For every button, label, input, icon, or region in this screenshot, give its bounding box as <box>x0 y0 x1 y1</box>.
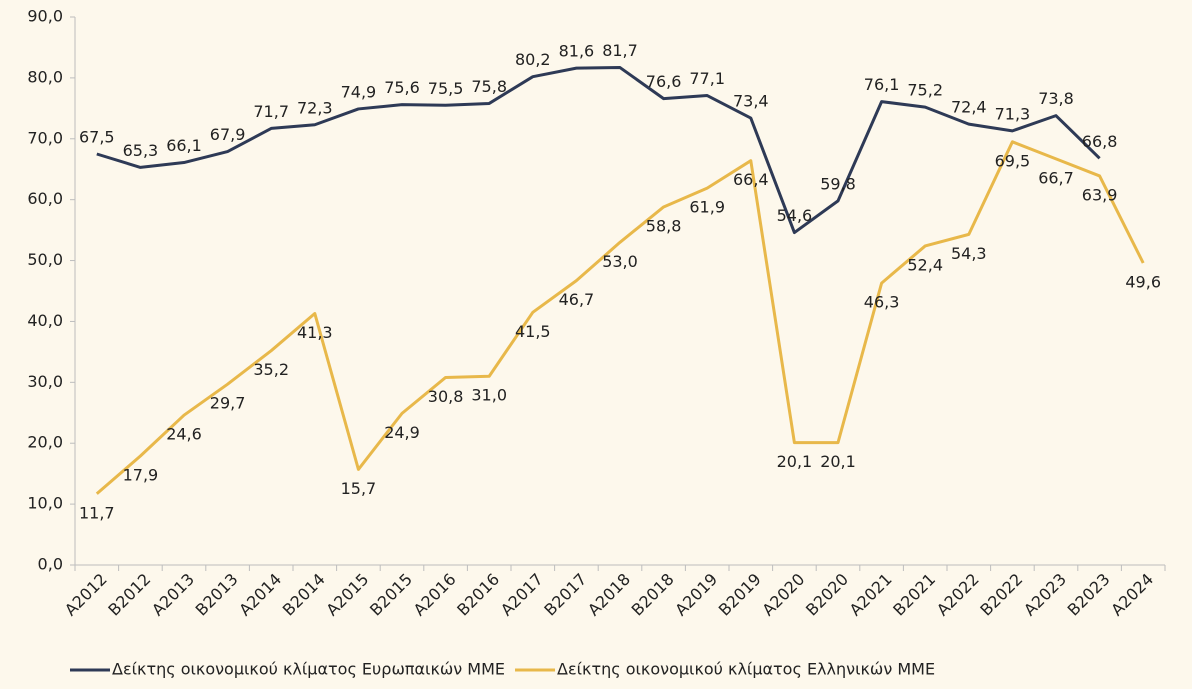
data-label: 49,6 <box>1125 272 1161 291</box>
data-label: 76,1 <box>864 75 900 94</box>
data-label: 20,1 <box>777 452 813 471</box>
data-label: 80,2 <box>515 50 551 69</box>
x-tick-label: B2013 <box>192 570 242 620</box>
data-label: 67,5 <box>79 128 115 147</box>
x-tick-label: A2020 <box>758 570 808 620</box>
data-label: 15,7 <box>341 479 377 498</box>
data-label: 41,5 <box>515 322 551 341</box>
y-tick-label: 0,0 <box>38 555 63 574</box>
data-label: 75,5 <box>428 79 464 98</box>
data-label: 46,3 <box>864 293 900 312</box>
data-label: 46,7 <box>559 290 595 309</box>
data-label: 66,7 <box>1038 168 1074 187</box>
legend-label: Δείκτης οικονομικού κλίματος Ευρωπαικών … <box>112 660 505 679</box>
x-tick-label: A2022 <box>933 570 983 620</box>
x-tick-label: A2024 <box>1107 570 1157 620</box>
y-tick-label: 20,0 <box>27 433 63 452</box>
x-tick-label: A2019 <box>671 570 721 620</box>
data-label: 24,9 <box>384 423 420 442</box>
x-tick-label: A2016 <box>410 570 460 620</box>
data-label: 53,0 <box>602 252 638 271</box>
data-label: 63,9 <box>1082 185 1118 204</box>
x-tick-label: B2014 <box>279 570 329 620</box>
y-tick-label: 60,0 <box>27 189 63 208</box>
x-tick-label: B2020 <box>802 570 852 620</box>
y-tick-label: 30,0 <box>27 372 63 391</box>
y-tick-label: 80,0 <box>27 67 63 86</box>
x-tick-label: A2017 <box>497 570 547 620</box>
series-line <box>95 140 1145 495</box>
x-tick-label: B2015 <box>366 570 416 620</box>
x-tick-label: A2015 <box>322 570 372 620</box>
data-label: 24,6 <box>166 425 202 444</box>
data-label: 20,1 <box>820 452 856 471</box>
data-label: 75,8 <box>471 77 507 96</box>
data-label: 66,8 <box>1082 132 1118 151</box>
data-label: 29,7 <box>210 394 246 413</box>
data-label: 41,3 <box>297 323 333 342</box>
data-label: 72,3 <box>297 98 333 117</box>
data-label: 30,8 <box>428 387 464 406</box>
data-label: 73,8 <box>1038 89 1074 108</box>
x-tick-label: B2022 <box>976 570 1026 620</box>
y-tick-label: 10,0 <box>27 494 63 513</box>
data-label: 58,8 <box>646 216 682 235</box>
data-label: 73,4 <box>733 92 769 111</box>
data-label: 71,3 <box>995 104 1031 123</box>
x-tick-label: A2012 <box>61 570 111 620</box>
x-tick-label: B2018 <box>628 570 678 620</box>
data-label: 81,7 <box>602 41 638 60</box>
x-tick-label: B2019 <box>715 570 765 620</box>
data-label: 74,9 <box>341 82 377 101</box>
x-tick-label: B2016 <box>453 570 503 620</box>
x-tick-label: B2012 <box>104 570 154 620</box>
data-label: 35,2 <box>253 360 289 379</box>
data-label: 31,0 <box>471 386 507 405</box>
data-label: 75,6 <box>384 78 420 97</box>
series-line <box>96 66 1101 235</box>
data-label: 66,1 <box>166 136 202 155</box>
data-label: 69,5 <box>995 151 1031 170</box>
x-tick-label: A2023 <box>1020 570 1070 620</box>
x-tick-label: A2018 <box>584 570 634 620</box>
y-tick-label: 40,0 <box>27 311 63 330</box>
data-label: 81,6 <box>559 42 595 61</box>
data-label: 11,7 <box>79 503 115 522</box>
data-label: 59,8 <box>820 174 856 193</box>
y-tick-label: 90,0 <box>27 7 63 26</box>
x-tick-label: B2021 <box>889 570 939 620</box>
data-label: 54,6 <box>777 206 813 225</box>
x-tick-label: B2017 <box>540 570 590 620</box>
data-label: 77,1 <box>689 69 725 88</box>
data-label: 54,3 <box>951 244 987 263</box>
x-tick-label: B2023 <box>1064 570 1114 620</box>
data-label: 72,4 <box>951 98 987 117</box>
data-label: 65,3 <box>123 141 159 160</box>
data-label: 66,4 <box>733 170 769 189</box>
data-label: 67,9 <box>210 125 246 144</box>
data-label: 61,9 <box>689 198 725 217</box>
data-label: 52,4 <box>907 255 943 274</box>
data-label: 75,2 <box>907 81 943 100</box>
x-tick-label: A2021 <box>846 570 896 620</box>
legend-label: Δείκτης οικονομικού κλίματος Ελληνικών Μ… <box>557 660 935 679</box>
x-tick-label: A2013 <box>148 570 198 620</box>
x-tick-label: A2014 <box>235 570 285 620</box>
y-tick-label: 70,0 <box>27 128 63 147</box>
data-label: 76,6 <box>646 72 682 91</box>
data-label: 71,7 <box>253 102 289 121</box>
data-label: 17,9 <box>123 466 159 485</box>
y-tick-label: 50,0 <box>27 250 63 269</box>
